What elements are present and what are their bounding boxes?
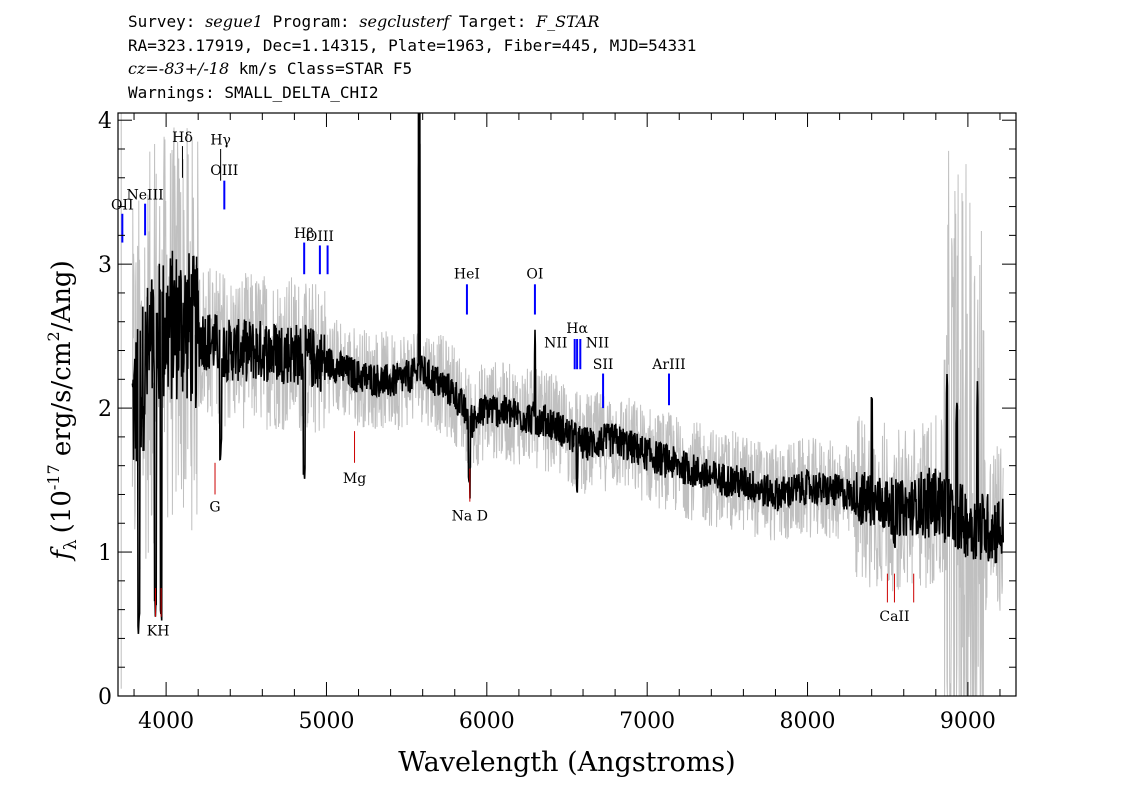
line-label: OIII — [210, 163, 238, 179]
target-label: Target: — [458, 12, 527, 31]
flux-series — [131, 113, 1004, 634]
program-label: Program: — [272, 12, 350, 31]
y-label-units: (10 — [47, 490, 77, 533]
line-label: OIII — [306, 229, 334, 245]
x-tick-label: 5000 — [298, 709, 354, 734]
line-label: HeI — [454, 267, 480, 283]
line-label: ArIII — [651, 357, 685, 373]
survey-value: segue1 — [205, 12, 263, 31]
y-label-exp: -17 — [44, 464, 63, 490]
class-text: km/s Class=STAR F5 — [229, 59, 413, 78]
x-tick-label: 6000 — [459, 709, 515, 734]
line-label: SII — [593, 357, 614, 373]
y-tick-label: 2 — [98, 397, 112, 422]
line-label: Hβ — [294, 226, 314, 242]
y-tick-label: 1 — [98, 541, 112, 566]
header-line-redshift: cz=-83+/-18 km/s Class=STAR F5 — [128, 57, 696, 81]
x-tick-label: 8000 — [780, 709, 836, 734]
line-label: Hδ — [172, 130, 193, 146]
y-label-exp2: 2 — [44, 331, 63, 341]
target-value: F_STAR — [536, 12, 600, 31]
header-line-warnings: Warnings: SMALL_DELTA_CHI2 — [128, 82, 379, 102]
y-axis: 0 1 2 3 4 — [98, 109, 1016, 710]
y-label-rest: erg/s/cm — [47, 342, 77, 465]
y-tick-label: 4 — [98, 109, 112, 134]
line-label: G — [209, 500, 220, 516]
line-label: Hγ — [210, 133, 231, 149]
y-tick-label: 0 — [98, 685, 112, 710]
line-label: NII — [544, 336, 567, 352]
header-line-survey: Survey: segue1 Program: segclusterf Targ… — [128, 10, 696, 34]
line-label: Hα — [566, 321, 588, 337]
line-label: OII — [111, 197, 134, 213]
y-label-tail: /Ang) — [47, 260, 77, 331]
header-line-coords: RA=323.17919, Dec=1.14315, Plate=1963, F… — [128, 35, 697, 55]
survey-label: Survey: — [128, 12, 196, 31]
y-axis-label: fλ(10-17 erg/s/cm2/Ang) — [44, 260, 81, 561]
line-label: OI — [526, 267, 543, 283]
x-tick-label: 4000 — [138, 709, 194, 734]
x-axis: 4000 5000 6000 7000 8000 9000 — [133, 113, 1001, 734]
x-axis-label: Wavelength (Angstroms) — [398, 747, 735, 778]
y-label-lambda: λ — [61, 539, 81, 550]
line-label: NII — [586, 336, 609, 352]
spectrum-header: Survey: segue1 Program: segclusterf Targ… — [128, 10, 696, 104]
flux-line — [131, 143, 1004, 634]
plot-frame — [117, 112, 1017, 697]
x-tick-label: 9000 — [940, 709, 996, 734]
cz-value: -83+/-18 — [158, 59, 230, 78]
line-label: Na D — [452, 508, 488, 524]
line-label: NeIII — [127, 187, 164, 203]
program-value: segclusterf — [359, 12, 450, 31]
line-label: KH — [147, 624, 170, 640]
y-tick-label: 3 — [98, 253, 112, 278]
cz-label: cz= — [128, 59, 159, 78]
line-label: Mg — [343, 471, 366, 487]
line-label: CaII — [879, 609, 909, 625]
x-tick-label: 7000 — [619, 709, 675, 734]
